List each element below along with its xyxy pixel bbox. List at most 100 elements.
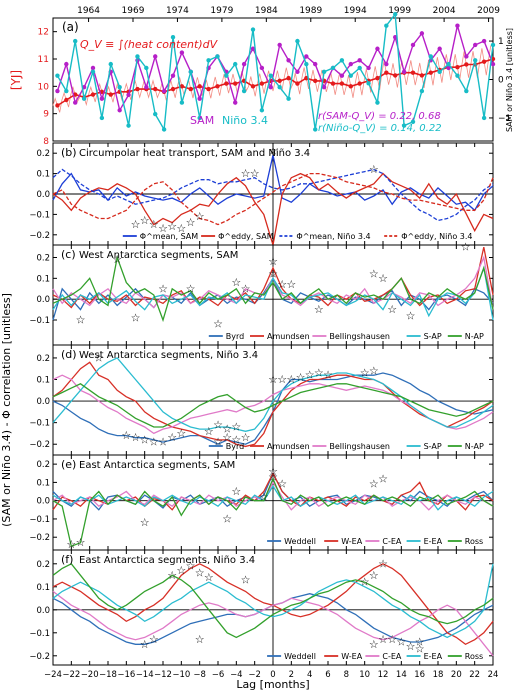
lag-tick-label: 24 (488, 670, 499, 680)
data-point (90, 92, 96, 97)
sam-label: SAM (190, 114, 214, 127)
data-point (384, 23, 389, 28)
legend-label: Bellingshausen (329, 442, 390, 451)
data-point (126, 123, 131, 128)
data-point (250, 27, 256, 32)
data-point (153, 86, 158, 92)
top-year-label: 1989 (299, 6, 322, 16)
y-tick-label: 0.2 (36, 354, 50, 364)
series-line-s-ap (52, 265, 494, 321)
data-point (170, 73, 176, 78)
legend-label: Φ^mean, SAM (140, 232, 198, 241)
data-point (295, 38, 300, 44)
left-tick-label: 12 (38, 28, 49, 38)
data-point (259, 108, 265, 113)
significance-star: ☆ (369, 163, 379, 176)
data-point (446, 61, 451, 67)
data-point (348, 84, 353, 89)
data-point (99, 96, 105, 101)
top-year-label: 1999 (388, 6, 411, 16)
panel-label: (f) (61, 553, 73, 566)
significance-star: ☆ (66, 538, 76, 551)
y-tick-label: 0.0 (36, 190, 50, 200)
data-point (197, 84, 202, 89)
legend-label: Weddell (284, 652, 316, 661)
significance-star: ☆ (268, 470, 278, 483)
data-point (419, 73, 425, 78)
legend-label: W-EA (341, 537, 363, 546)
y-tick-label: 0.1 (36, 478, 50, 488)
significance-star: ☆ (131, 218, 141, 231)
data-point (313, 78, 318, 84)
data-point (490, 61, 496, 67)
significance-star: ☆ (277, 278, 287, 291)
data-point (117, 108, 122, 113)
significance-star: ☆ (241, 573, 251, 586)
legend-label: Ross (465, 537, 483, 546)
data-point (117, 84, 122, 90)
y-tick-label: 0.2 (36, 460, 50, 470)
data-point (277, 78, 282, 84)
significance-star: ☆ (158, 222, 168, 235)
significance-star: ☆ (268, 145, 278, 158)
data-point (304, 54, 309, 59)
data-point (357, 81, 362, 86)
significance-star: ☆ (378, 633, 388, 646)
data-point (64, 88, 69, 94)
lag-tick-label: −8 (193, 670, 206, 680)
significance-star: ☆ (204, 571, 214, 584)
significance-star: ☆ (323, 369, 333, 382)
significance-star: ☆ (369, 569, 379, 582)
significance-star: ☆ (186, 560, 196, 573)
significance-star: ☆ (369, 364, 379, 377)
data-point (64, 61, 69, 67)
data-point (250, 46, 256, 51)
lag-tick-label: 16 (414, 670, 425, 680)
series-line-n-ap (52, 255, 494, 323)
data-point (321, 69, 327, 75)
y-tick-label: 0.0 (36, 606, 50, 616)
lag-tick-label: −20 (81, 670, 99, 680)
legend-label: Amundsen (267, 332, 310, 341)
data-point (215, 84, 220, 89)
significance-star: ☆ (415, 642, 425, 655)
legend-label: E-EA (424, 537, 443, 546)
data-point (313, 61, 318, 67)
legend-label: Φ^mean, Niño 3.4 (296, 232, 370, 241)
data-point (366, 81, 371, 86)
data-point (473, 42, 478, 48)
data-point (277, 84, 282, 90)
data-point (490, 42, 496, 48)
significance-star: ☆ (231, 420, 241, 433)
data-point (357, 65, 362, 71)
y-tick-label: 0.1 (36, 170, 50, 180)
significance-star: ☆ (204, 425, 214, 438)
significance-star: ☆ (268, 255, 278, 268)
significance-star: ☆ (176, 427, 186, 440)
lag-tick-label: −6 (212, 670, 225, 680)
series-line-ross (52, 562, 494, 639)
y-tick-label: −0.1 (29, 210, 50, 220)
legend-label: S-AP (424, 442, 442, 451)
y-tick-label: −0.1 (29, 316, 50, 326)
significance-star: ☆ (378, 472, 388, 485)
lag-tick-label: −2 (248, 670, 261, 680)
significance-star: ☆ (195, 210, 205, 223)
data-point (135, 86, 140, 92)
data-point (455, 65, 460, 70)
top-year-label: 1979 (210, 6, 233, 16)
significance-star: ☆ (268, 268, 278, 281)
panel-label: (c) (61, 248, 76, 261)
data-point (339, 81, 345, 86)
y-tick-label: −0.2 (29, 652, 50, 662)
data-point (108, 61, 113, 67)
right-axis-label: SAM or Niño 3.4 [unitless] (505, 28, 514, 132)
data-point (179, 50, 185, 55)
significance-star: ☆ (231, 433, 241, 446)
data-point (428, 70, 433, 75)
panel-title: Circumpolar heat transport, SAM and Niño… (79, 148, 310, 159)
series-line-amundsen (52, 246, 494, 309)
panel-title: East Antarctica segments, SAM (79, 460, 235, 471)
significance-star: ☆ (231, 485, 241, 498)
lag-tick-label: −18 (99, 670, 117, 680)
